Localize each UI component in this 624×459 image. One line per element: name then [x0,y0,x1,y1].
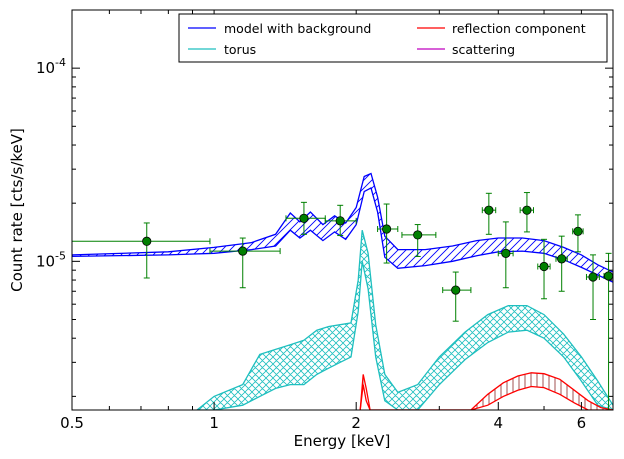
legend-label-reflection: reflection component [452,21,586,36]
legend-label-torus: torus [224,42,256,57]
data-marker [484,205,494,215]
model-bands [72,172,613,410]
data-point-15 [603,252,613,410]
x-tick-label: 1 [209,414,219,432]
data-point-2 [209,237,281,289]
data-point-13 [572,214,584,253]
data-marker [238,246,248,256]
data-marker [603,271,613,281]
data-marker [382,224,392,234]
band-fill-torus [197,230,613,410]
y-tick-label: 10-5 [36,249,66,270]
data-point-11 [537,238,551,300]
tick-labels: 0.5 1 2 4 6 10-5 10-4 [36,56,586,432]
x-tick-label: 0.5 [60,414,84,432]
data-point-8 [481,192,497,235]
data-marker [539,261,549,272]
x-tick-label: 4 [494,414,504,432]
data-point-4 [324,204,357,237]
band-upper-torus [196,230,613,410]
y-tick-label: 10-4 [36,56,66,77]
plot-frame [71,9,614,411]
data-marker [413,230,423,240]
data-point-9 [497,221,514,289]
data-point-6 [401,224,437,257]
band-lower-model [72,186,613,283]
x-axis-label: Energy [keV] [294,432,391,450]
legend-box [178,13,608,63]
band-lower-reflection [359,384,613,410]
data-point-10 [519,192,535,233]
band-upper-reflection [359,372,613,410]
data-point-12 [555,235,568,292]
legend: model with background reflection compone… [178,13,608,63]
data-marker [557,254,567,264]
band-fill-model [72,173,613,283]
data-marker [522,205,532,215]
data-point-5 [377,203,399,264]
x-tick-label: 6 [577,414,587,432]
data-marker [142,236,152,246]
data-marker [588,272,598,282]
band-lower-torus [197,261,613,410]
data-point-7 [442,271,472,322]
band-fill-reflection [360,372,613,410]
data-marker [299,213,309,223]
data-point-3 [285,201,326,235]
x-tick-label: 2 [351,414,361,432]
data-point-14 [585,254,600,320]
legend-label-model: model with background [224,21,371,36]
data-point-1 [72,222,211,279]
data-marker [501,248,511,258]
data-marker [451,285,461,295]
legend-label-scattering: scattering [452,42,515,57]
data-marker [335,216,345,226]
data-marker [573,226,583,236]
band-upper-model [72,172,613,273]
y-axis-label: Count rate [cts/s/keV] [8,128,26,292]
